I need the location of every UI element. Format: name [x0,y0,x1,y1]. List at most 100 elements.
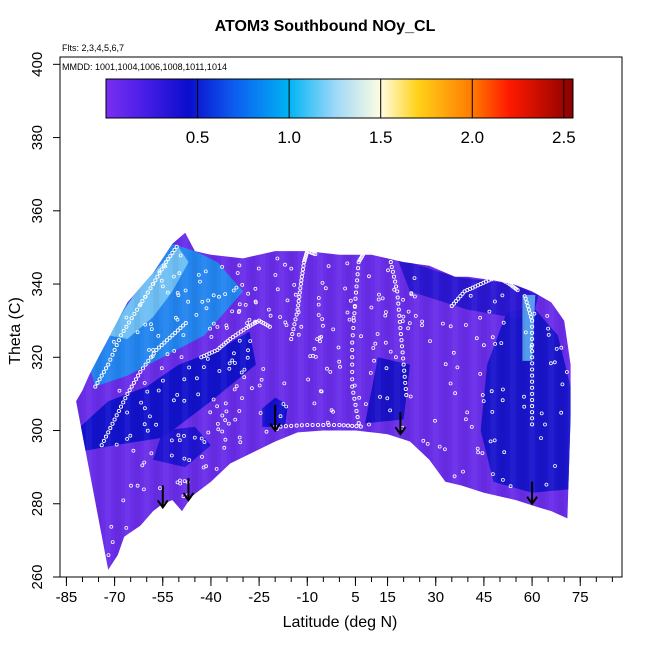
observation-point [368,370,373,375]
track-point [298,286,303,291]
observation-point [182,377,187,382]
observation-point [131,448,136,453]
track-point [118,333,124,338]
track-point [133,377,139,382]
observation-point [492,299,497,304]
track-point [403,386,408,392]
track-point [354,284,359,289]
y-tick-label: 320 [29,345,46,370]
observation-point [211,321,216,326]
descent-arrow [394,412,407,436]
track-point [391,274,397,279]
observation-point [315,337,320,342]
shading-southern-upper-plume [88,243,244,387]
observation-point [425,441,430,446]
observation-point [371,346,376,350]
observation-point [149,322,153,327]
track-point [140,299,145,304]
observation-point [232,387,237,392]
track-point [112,417,117,422]
track-point [300,271,305,276]
observation-point [522,394,526,399]
track-point [355,278,360,283]
observation-point [320,280,325,285]
observation-point [421,438,426,443]
observation-point [202,440,207,444]
track-point [398,332,403,337]
observation-point [406,309,411,314]
observation-point [227,366,232,371]
observation-point [226,421,231,426]
descent-arrow-head [394,426,407,436]
track-point [296,303,301,308]
observation-point [177,271,182,276]
observation-point [490,472,495,477]
track-point [302,258,307,263]
observation-point [203,269,208,274]
observation-point [554,346,559,351]
track-point [155,274,160,279]
track-point [350,369,355,374]
observation-point [508,484,513,489]
observation-point [378,394,382,399]
observation-point [549,361,553,366]
track-point [530,361,535,366]
observation-point [142,422,147,427]
observation-point [211,397,216,402]
observation-point [377,292,381,297]
observation-point [488,439,493,444]
observation-point [177,438,182,443]
observation-point [205,356,210,361]
track-point [530,391,535,396]
observation-point [149,451,154,456]
track-point [305,422,310,428]
colorbar-tick-label: 1.5 [369,128,393,147]
observation-point [412,294,417,299]
track-point [289,336,294,342]
track-point [135,307,140,312]
observation-point [194,312,199,317]
track-point [293,317,298,322]
observation-point [223,292,228,297]
observation-point [208,410,213,415]
track-point [530,385,535,390]
track-southern-A [93,244,179,389]
track-point [131,380,136,385]
x-tick-label: -40 [200,589,222,606]
observation-point [275,287,280,292]
track-point [138,369,143,374]
track-point [173,330,178,335]
observation-point [455,365,460,370]
observation-point [237,409,242,413]
track-point [355,415,360,420]
observation-point [478,371,483,376]
y-tick-label: 400 [29,52,46,77]
observation-point [406,326,411,331]
observation-point [215,324,220,329]
descent-arrow [526,481,538,506]
observation-point [383,313,388,318]
observation-point [175,290,180,295]
observation-point [242,367,247,372]
track-point [313,252,318,257]
observation-point [208,326,212,331]
observation-point [559,410,564,415]
observation-point [451,350,456,355]
observation-point [223,401,228,406]
track-point [103,434,109,439]
observation-point [463,417,468,422]
descent-arrow-head [526,496,538,506]
track-point [395,295,400,300]
track-point [168,253,173,259]
observation-point [264,429,269,434]
observation-point [448,381,453,386]
track-point [315,422,321,428]
observation-point [169,453,174,458]
observation-point [253,286,258,291]
track-point [159,343,164,348]
observation-point [138,302,143,307]
colorbar-tick-label: 2.0 [460,128,484,147]
track-point [283,424,288,429]
observation-point [386,268,390,273]
track-point [267,324,272,329]
